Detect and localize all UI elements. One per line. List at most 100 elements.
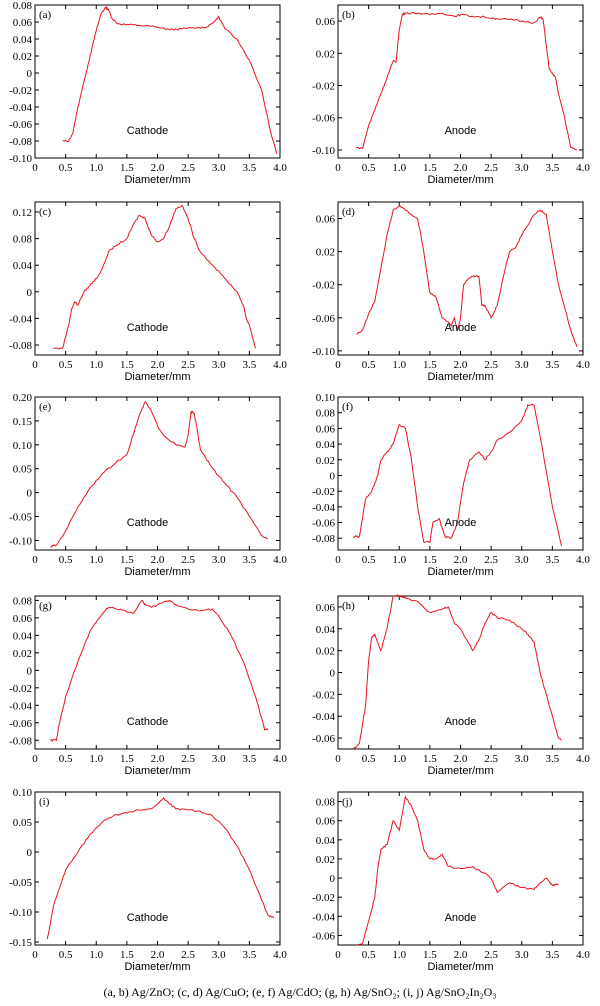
x-tick-label: 1.0 (392, 359, 406, 371)
y-tick-label: -0.06 (9, 119, 32, 131)
y-tick-label: 0.04 (316, 624, 336, 636)
y-tick-label: -0.08 (9, 735, 32, 747)
y-tick-label: -0.02 (312, 280, 335, 292)
chart-panel-b: 0 0.5 1.0 1.5 2.0 2.5 3.0 3.5 4.0 0.06 0.02 -0.02 -0… (312, 4, 590, 186)
y-tick-label: 0.05 (13, 464, 33, 476)
x-tick-label: 0.5 (59, 753, 73, 765)
y-tick-label: 0.04 (316, 439, 336, 451)
x-tick-label: 2.0 (454, 359, 468, 371)
x-tick-label: 0.5 (59, 359, 73, 371)
x-tick-label: 2.5 (484, 162, 498, 174)
x-tick-label: 1.5 (423, 753, 437, 765)
x-tick-label: 1.5 (120, 753, 134, 765)
x-tick-label: 4.0 (576, 359, 590, 371)
x-axis-label: Diameter/mm (427, 371, 493, 383)
x-tick-label: 3.0 (515, 753, 529, 765)
figure-canvas: 0 0.5 1.0 1.5 2.0 2.5 3.0 3.5 4.0 0.08 0.06 0.04 0.0… (9, 0, 590, 973)
y-tick-label: 0.06 (13, 613, 33, 625)
x-tick-label: 1.0 (392, 554, 406, 566)
x-axis-label: Diameter/mm (124, 566, 190, 578)
x-tick-label: 0.5 (59, 162, 73, 174)
x-tick-label: 3.0 (212, 949, 226, 961)
x-tick-label: 1.0 (89, 753, 103, 765)
y-tick-label: 0.05 (13, 817, 33, 829)
x-tick-label: 3.0 (515, 554, 529, 566)
data-series-line (352, 594, 562, 750)
y-tick-label: 0.08 (13, 234, 33, 246)
x-tick-label: 1.0 (392, 949, 406, 961)
x-tick-label: 2.5 (484, 359, 498, 371)
x-tick-label: 1.0 (89, 554, 103, 566)
x-tick-label: 0 (32, 162, 38, 174)
chart-panel-a: 0 0.5 1.0 1.5 2.0 2.5 3.0 3.5 4.0 0.08 0.06 0.04 0.0… (9, 0, 287, 186)
y-tick-label: 0.10 (13, 440, 33, 452)
y-tick-label: 0.02 (316, 48, 335, 60)
y-tick-label: 0 (330, 873, 336, 885)
data-series-line (356, 795, 559, 946)
chart-panel-i: 0 0.5 1.0 1.5 2.0 2.5 3.0 3.5 4.0 0.10 0.05 0 -0.05 -… (9, 787, 287, 973)
x-tick-label: 1.0 (89, 162, 103, 174)
panel-label: (h) (342, 600, 355, 612)
x-tick-label: 4.0 (273, 554, 287, 566)
panel-label: (c) (39, 206, 52, 218)
x-tick-label: 0.5 (362, 753, 376, 765)
x-tick-label: 3.5 (546, 753, 560, 765)
y-tick-label: 0.04 (13, 630, 33, 642)
y-tick-label: -0.06 (312, 518, 335, 530)
x-tick-label: 0.5 (362, 949, 376, 961)
x-tick-label: 1.5 (423, 359, 437, 371)
y-tick-label: -0.08 (9, 340, 32, 352)
x-axis-label: Diameter/mm (124, 961, 190, 973)
x-tick-label: 3.5 (243, 359, 257, 371)
y-tick-label: -0.05 (9, 512, 32, 524)
y-tick-label: 0.04 (316, 835, 336, 847)
y-tick-label: 0.02 (316, 455, 335, 467)
inner-label: Anode (445, 912, 477, 924)
x-tick-label: 3.5 (546, 162, 560, 174)
data-series-line (53, 204, 256, 350)
x-tick-label: 0.5 (59, 949, 73, 961)
x-tick-label: 1.5 (120, 554, 134, 566)
y-tick-label: 0.08 (13, 0, 33, 12)
x-tick-label: 0 (335, 359, 341, 371)
x-tick-label: 0 (335, 949, 341, 961)
x-tick-label: 4.0 (273, 949, 287, 961)
data-series-line (356, 205, 578, 347)
inner-label: Cathode (127, 517, 169, 529)
data-series-line (49, 599, 269, 742)
y-tick-label: -0.04 (312, 911, 335, 923)
x-tick-label: 2.0 (151, 753, 165, 765)
inner-label: Anode (445, 322, 477, 334)
x-axis-label: Diameter/mm (427, 174, 493, 186)
x-tick-label: 2.5 (484, 949, 498, 961)
inner-label: Anode (445, 125, 477, 137)
y-tick-label: 0.02 (316, 247, 335, 259)
y-tick-label: 0.06 (316, 423, 336, 435)
y-tick-label: 0.15 (13, 416, 33, 428)
x-axis-label: Diameter/mm (124, 765, 190, 777)
y-tick-label: -0.10 (9, 907, 32, 919)
x-tick-label: 3.5 (243, 162, 257, 174)
x-tick-label: 3.0 (515, 359, 529, 371)
inner-label: Cathode (127, 322, 169, 334)
data-series-line (46, 797, 275, 940)
y-tick-label: -0.02 (9, 85, 32, 97)
panel-label: (b) (342, 9, 355, 21)
y-tick-label: 0.10 (13, 787, 33, 799)
panel-label: (e) (39, 401, 52, 413)
y-tick-label: -0.10 (9, 535, 32, 547)
x-tick-label: 3.5 (243, 949, 257, 961)
x-tick-label: 0 (335, 554, 341, 566)
y-tick-label: 0 (27, 847, 33, 859)
data-series-line (62, 5, 278, 154)
y-tick-label: 0 (27, 287, 33, 299)
x-tick-label: 3.0 (515, 162, 529, 174)
x-tick-label: 2.0 (151, 949, 165, 961)
y-tick-label: -0.02 (312, 892, 335, 904)
x-tick-label: 1.5 (423, 162, 437, 174)
x-tick-label: 2.0 (151, 554, 165, 566)
inner-label: Anode (445, 716, 477, 728)
y-tick-label: 0.02 (13, 648, 32, 660)
x-tick-label: 2.0 (454, 949, 468, 961)
y-tick-label: 0.08 (316, 408, 336, 420)
